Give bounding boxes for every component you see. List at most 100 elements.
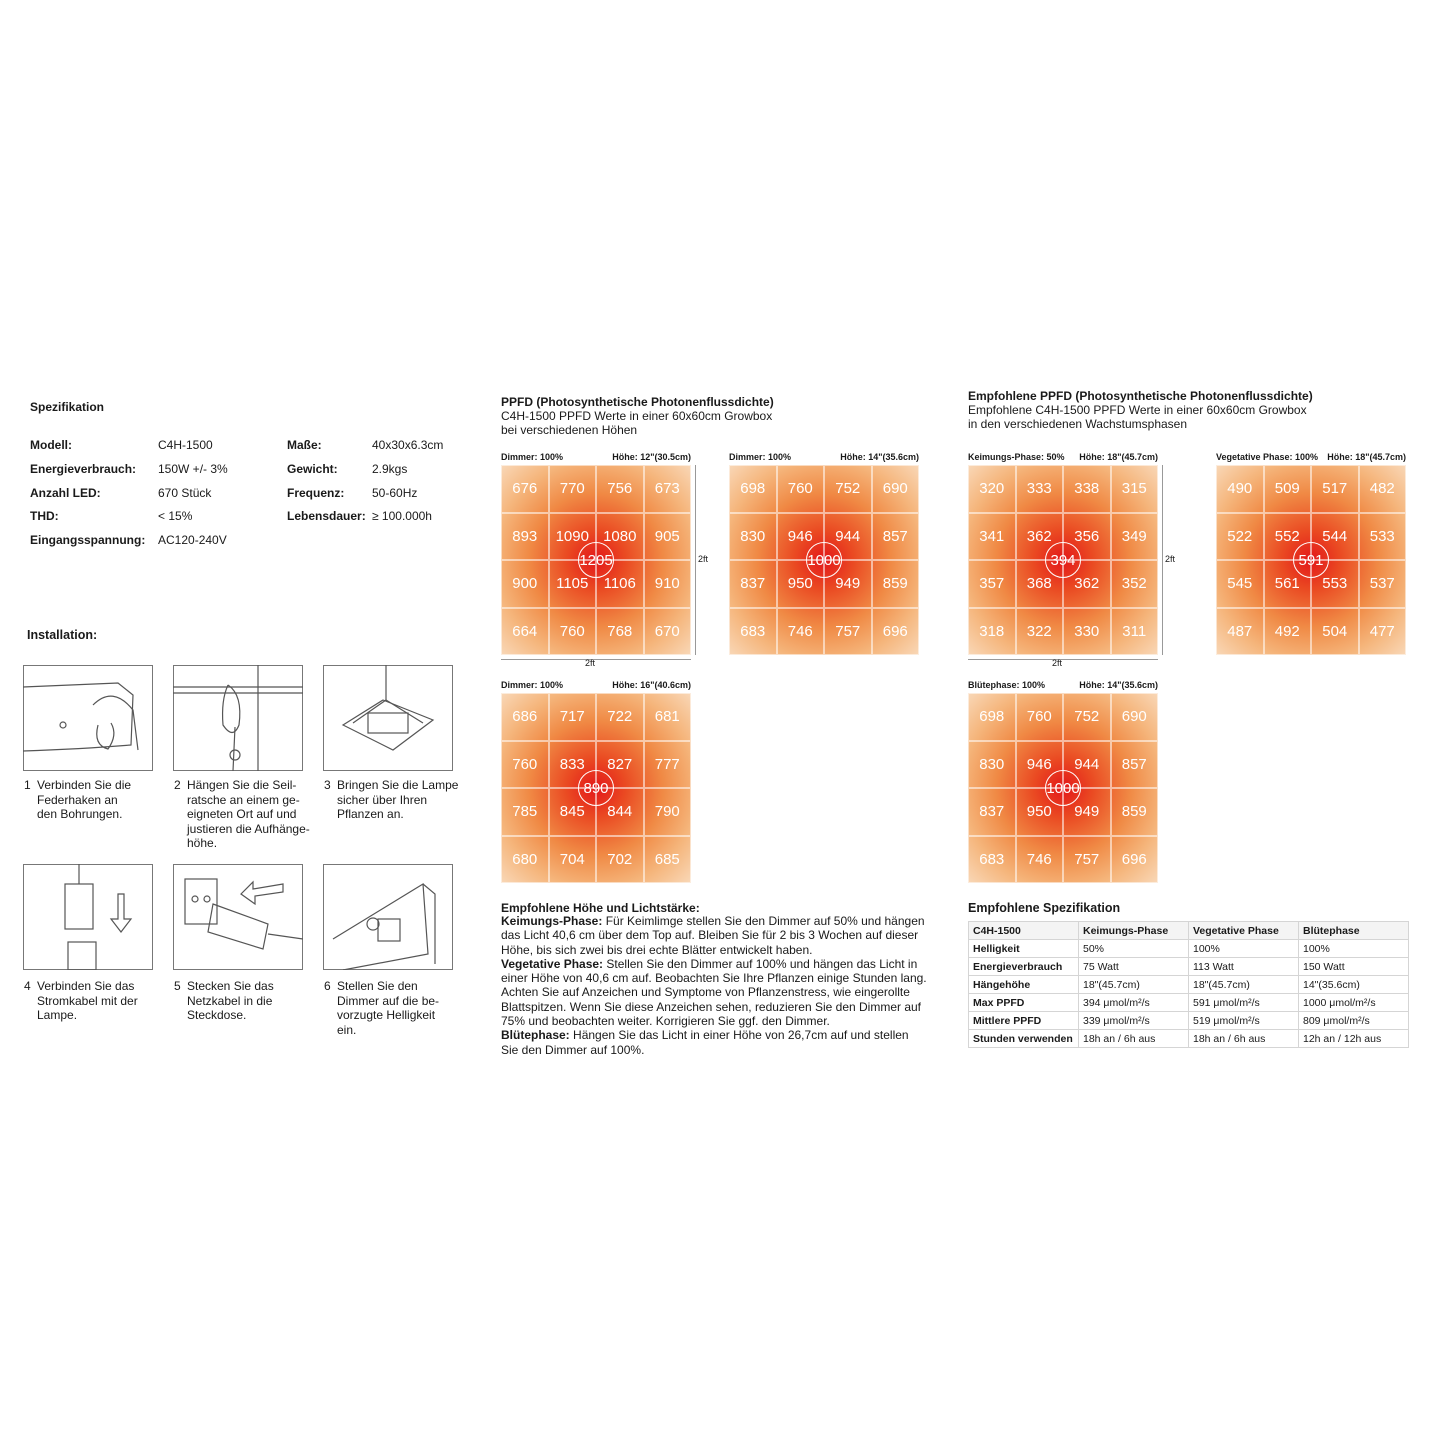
grid-label: Dimmer: 100% [729, 452, 792, 462]
step-image [23, 665, 153, 771]
grid-label: Blütephase: 100% [968, 680, 1046, 690]
spec-value: 150W +/- 3% [158, 461, 228, 476]
heat-cell: 722 [596, 693, 644, 741]
step-number: 2 [174, 778, 181, 792]
spec-table: C4H-1500 Keimungs-Phase Vegetative Phase Bl… [968, 921, 1409, 1048]
table-cell: Max PPFD [968, 993, 1079, 1012]
heat-cell: 352 [1110, 560, 1158, 608]
table-cell: 809 μmol/m²/s [1298, 1011, 1409, 1030]
subtitle: C4H-1500 PPFD Werte in einer 60x60cm Gro… [501, 409, 773, 423]
heatmap: 490 509 517 482 522 552 544 533 545 561 553 537 487 4… [1216, 465, 1406, 655]
heat-cell: 845 [548, 788, 596, 836]
grid-label: Dimmer: 100% [501, 452, 564, 462]
heat-cell: 509 [1263, 465, 1311, 513]
table-cell: 75 Watt [1078, 957, 1189, 976]
phase-text: Stellen Sie den Dimmer auf 100% und häng… [501, 956, 927, 1029]
heat-cell: 490 [1216, 465, 1264, 513]
heat-cell: 330 [1063, 607, 1111, 655]
heat-cell: 544 [1311, 512, 1359, 560]
step-text: sicher über Ihren [337, 792, 428, 807]
table-cell: Hängehöhe [968, 975, 1079, 994]
heat-cell: 1090 [548, 512, 596, 560]
spec-label: Lebensdauer: [287, 509, 366, 524]
heat-cell: 760 [548, 607, 596, 655]
table-cell: 113 Watt [1188, 957, 1299, 976]
step-text: ratsche an einem ge- [187, 792, 300, 807]
spec-label: Frequenz: [287, 485, 345, 500]
table-cell: 18"(45.7cm) [1078, 975, 1189, 994]
installation-title: Installation: [27, 628, 98, 642]
heat-cell: 900 [501, 560, 549, 608]
heatmap: 676 770 756 673 893 1090 1080 905 900 1105 1106 910… [501, 465, 691, 655]
recommended-ppfd-title: Empfohlene PPFD (Photosynthetische Photo… [968, 389, 1313, 403]
heat-cell: 690 [1110, 693, 1158, 741]
table-cell: 394 μmol/m²/s [1078, 993, 1189, 1012]
heat-cell: 504 [1311, 607, 1359, 655]
heat-cell: 477 [1358, 607, 1406, 655]
step-number: 1 [24, 778, 31, 792]
heat-cell: 944 [1063, 740, 1111, 788]
table-cell: 591 μmol/m²/s [1188, 993, 1299, 1012]
spec-value: 670 Stück [158, 485, 212, 500]
spec-label: Energieverbrauch: [30, 461, 137, 476]
center-value: 1000 [1045, 770, 1081, 806]
spec-value: 50-60Hz [372, 485, 418, 500]
table-cell: 14"(35.6cm) [1298, 975, 1409, 994]
grid-label: Höhe: 18"(45.7cm) [1079, 452, 1158, 462]
step-text: Pflanzen an. [337, 807, 404, 821]
table-cell: Helligkeit [968, 939, 1079, 958]
heat-cell: 785 [501, 788, 549, 836]
heat-cell: 349 [1110, 512, 1158, 560]
dimension-line [695, 465, 696, 655]
heat-cell: 356 [1063, 512, 1111, 560]
heat-cell: 698 [968, 693, 1016, 741]
table-title: Empfohlene Spezifikation [968, 901, 1121, 915]
table-row: Max PPFD 394 μmol/m²/s 591 μmol/m²/s 1000 μ… [968, 993, 1409, 1012]
step-image [323, 665, 453, 771]
step-text: Stellen Sie den [337, 979, 418, 993]
heat-cell: 837 [729, 560, 777, 608]
header-cell: Vegetative Phase [1188, 921, 1299, 940]
heat-cell: 770 [548, 465, 596, 513]
heat-cell: 322 [1015, 607, 1063, 655]
table-cell: 12h an / 12h aus [1298, 1029, 1409, 1048]
heat-cell: 702 [596, 835, 644, 883]
recommendation-title: Empfohlene Höhe und Lichtstärke: [501, 901, 700, 915]
table-cell: 18h an / 6h aus [1078, 1029, 1189, 1048]
heat-cell: 696 [871, 607, 919, 655]
spec-value: AC120-240V [158, 533, 227, 548]
subtitle: in den verschiedenen Wachstumsphasen [968, 417, 1188, 431]
heat-cell: 833 [548, 740, 596, 788]
heat-cell: 949 [824, 560, 872, 608]
grid-label: Höhe: 18"(45.7cm) [1327, 452, 1406, 462]
heat-cell: 683 [968, 835, 1016, 883]
heat-cell: 680 [501, 835, 549, 883]
heat-cell: 492 [1263, 607, 1311, 655]
heat-cell: 676 [501, 465, 549, 513]
spec-label: Eingangsspannung: [30, 533, 146, 548]
heatmap: 698 760 752 690 830 946 944 857 837 950 949 859 683 7… [968, 693, 1158, 883]
step-number: 3 [324, 778, 331, 792]
grid-label: Vegetative Phase: 100% [1216, 452, 1319, 462]
subtitle: bei verschiedenen Höhen [501, 423, 638, 437]
center-value: 1000 [806, 542, 842, 578]
dimension-label: 2ft [585, 658, 596, 668]
table-cell: Stunden verwenden [968, 1029, 1079, 1048]
heat-cell: 698 [729, 465, 777, 513]
phase-text: Für Keimlimge stellen Sie den Dimmer auf… [501, 914, 925, 957]
step-image [173, 665, 303, 771]
heat-cell: 757 [824, 607, 872, 655]
heat-cell: 717 [548, 693, 596, 741]
heat-cell: 777 [643, 740, 691, 788]
heat-cell: 756 [596, 465, 644, 513]
heat-cell: 685 [643, 835, 691, 883]
step-number: 5 [174, 979, 181, 993]
table-cell: 519 μmol/m²/s [1188, 1011, 1299, 1030]
table-header: C4H-1500 Keimungs-Phase Vegetative Phase Bl… [968, 921, 1409, 940]
heat-cell: 320 [968, 465, 1016, 513]
heat-cell: 311 [1110, 607, 1158, 655]
step-text: Verbinden Sie das [37, 979, 135, 993]
step-text: ein. [337, 1022, 357, 1037]
center-value: 890 [578, 770, 614, 806]
